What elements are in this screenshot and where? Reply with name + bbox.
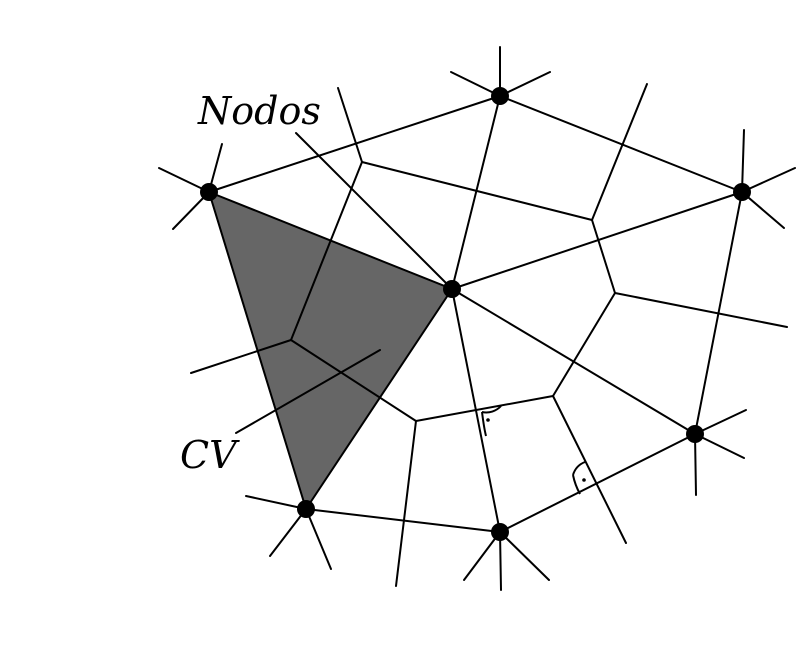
- voronoi-edge: [290, 161, 363, 341]
- spoke: [450, 71, 501, 97]
- right-angle-dot: [486, 418, 490, 422]
- voronoi-edge: [415, 395, 554, 422]
- voronoi-edge: [552, 292, 616, 397]
- edge: [499, 95, 743, 193]
- control-volume-label: CV: [180, 433, 237, 477]
- edge: [451, 191, 743, 290]
- spoke: [269, 508, 307, 557]
- voronoi-edge: [395, 420, 417, 587]
- spoke: [463, 531, 501, 581]
- spoke: [499, 71, 551, 97]
- spoke: [499, 531, 550, 581]
- right-angle-dot: [582, 478, 586, 482]
- edge: [208, 95, 501, 193]
- voronoi-edge: [190, 339, 292, 374]
- voronoi-edge: [552, 395, 627, 544]
- right-angle-marker: [481, 405, 502, 414]
- voronoi-edges: [190, 83, 788, 587]
- voronoi-edge: [235, 349, 381, 434]
- node: [297, 500, 315, 518]
- spoke: [741, 129, 745, 193]
- spoke: [499, 531, 502, 591]
- edge: [499, 433, 696, 533]
- node: [733, 183, 751, 201]
- node: [443, 280, 461, 298]
- right-angle-markers: [481, 405, 586, 495]
- nodes-label: Nodos: [198, 89, 321, 133]
- voronoi-edge: [591, 83, 648, 221]
- spoke: [694, 409, 747, 435]
- spoke: [694, 433, 697, 496]
- voronoi-edge: [337, 87, 363, 163]
- spoke: [305, 508, 332, 570]
- voronoi-edge: [614, 292, 788, 328]
- spoke: [741, 167, 796, 193]
- node: [686, 425, 704, 443]
- spoke: [694, 433, 745, 459]
- spoke: [741, 191, 785, 229]
- spoke: [245, 495, 307, 510]
- voronoi-edge: [295, 132, 453, 290]
- voronoi-edge: [290, 339, 417, 422]
- edge: [451, 95, 501, 290]
- nodes: [200, 87, 751, 541]
- right-angle-marker: [572, 474, 581, 495]
- right-angle-marker: [572, 461, 586, 476]
- node: [200, 183, 218, 201]
- spoke: [158, 167, 210, 193]
- node: [491, 523, 509, 541]
- right-angle-marker: [481, 411, 487, 437]
- voronoi-edge: [361, 161, 593, 221]
- node: [491, 87, 509, 105]
- voronoi-edge: [591, 219, 616, 294]
